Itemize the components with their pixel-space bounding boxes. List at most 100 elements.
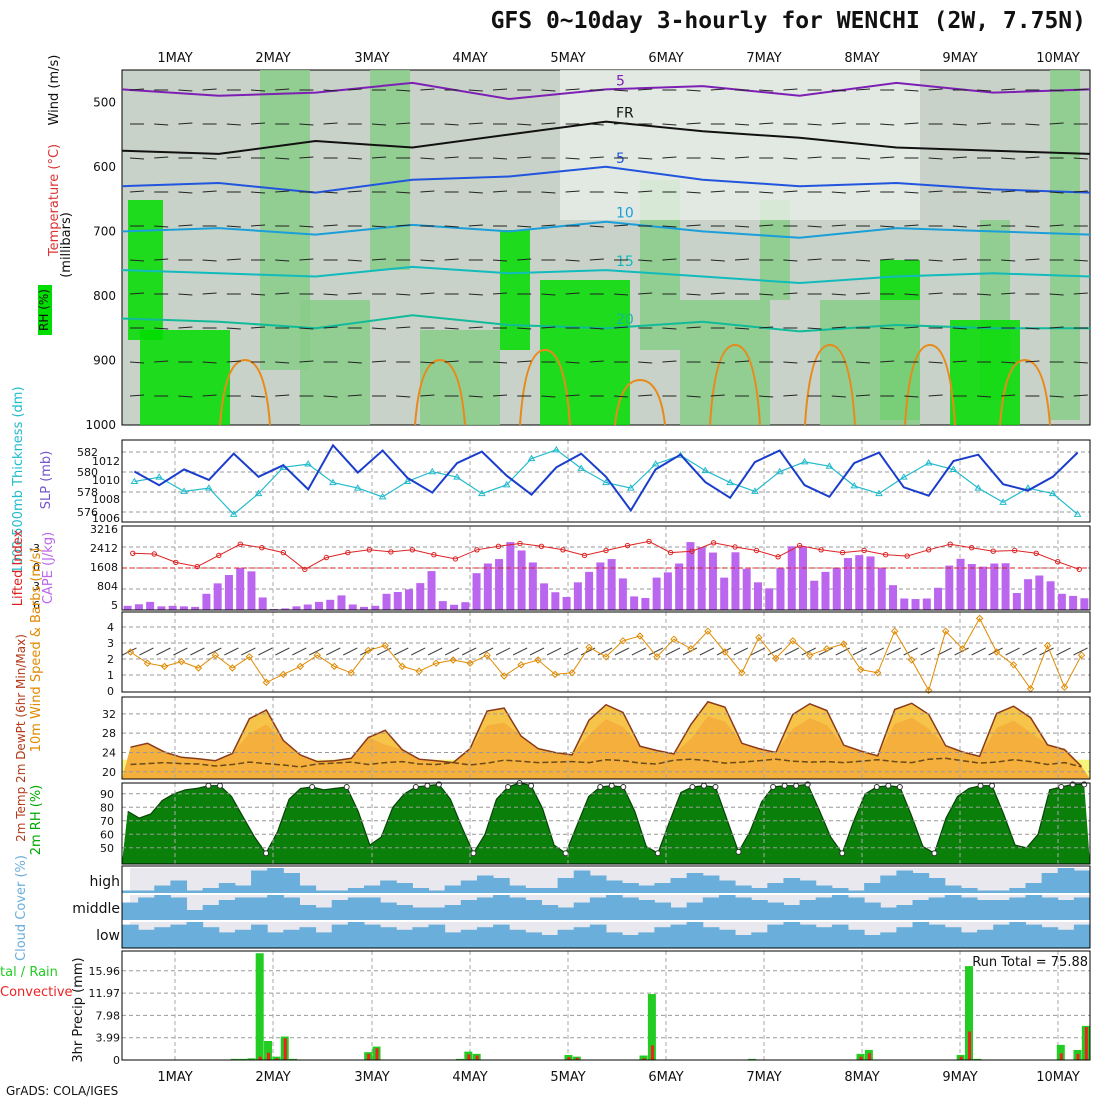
wind-barb xyxy=(759,326,774,329)
wind-barb xyxy=(928,157,943,160)
cape-bar xyxy=(202,593,211,610)
thickness-point xyxy=(204,484,213,491)
surface-wind-barb xyxy=(988,647,1003,656)
isotherm-label: 20 xyxy=(616,312,634,328)
wind-speed-point xyxy=(500,672,508,680)
wind-speed-point xyxy=(483,651,491,659)
wind-barb xyxy=(589,225,604,228)
wind-barb xyxy=(759,224,774,227)
lifted-index-point xyxy=(990,548,996,554)
lifted-index-point xyxy=(667,549,674,556)
cape-bar xyxy=(945,565,954,610)
wind-barb xyxy=(396,122,411,125)
rh-band xyxy=(122,783,1090,864)
wind-barb xyxy=(299,360,314,363)
thickness-point xyxy=(726,478,734,486)
wind-barb xyxy=(129,157,145,160)
thickness-point xyxy=(229,510,238,517)
lifted-index-point xyxy=(581,552,588,559)
wind-legend-label: Wind (m/s) xyxy=(47,55,62,126)
surface-wind-barb xyxy=(920,647,935,656)
cloud-cell xyxy=(573,870,591,893)
wind-barb xyxy=(710,394,725,397)
cloud-cell xyxy=(735,935,752,948)
wind-barb xyxy=(226,327,241,330)
cape-bar xyxy=(179,606,188,610)
convective-bar xyxy=(650,1045,654,1060)
wind-barb xyxy=(638,394,653,397)
wind-speed-point xyxy=(262,678,271,687)
cloud-cell xyxy=(218,900,236,920)
cloud-cell xyxy=(993,924,1010,948)
cloud-cell xyxy=(541,935,559,948)
cape-bar xyxy=(224,575,233,610)
wind-barb xyxy=(759,191,774,194)
rh2m-point xyxy=(620,784,627,791)
cloud-cell xyxy=(654,927,672,948)
cloud-cell xyxy=(396,883,413,893)
cloud-cell xyxy=(460,929,478,948)
cloud-cell xyxy=(606,932,623,948)
wind-speed-point xyxy=(924,686,933,695)
top-day-tick: 3MAY xyxy=(354,51,389,66)
wind-barb xyxy=(202,292,217,295)
wind-barb xyxy=(565,361,580,364)
rh2m-line xyxy=(127,782,1085,855)
wind-barb xyxy=(589,123,604,126)
cloud-cell xyxy=(977,900,994,920)
rh2m-point xyxy=(839,850,846,857)
slp-tick: 1008 xyxy=(92,493,120,506)
wind-barb xyxy=(976,326,992,329)
thickness-tick: 576 xyxy=(77,506,98,519)
bottom-day-tick: 8MAY xyxy=(844,1070,879,1085)
bottom-day-tick: 2MAY xyxy=(255,1070,290,1085)
wind-barb xyxy=(420,292,435,295)
surface-wind-barb xyxy=(631,647,647,656)
convective-bar xyxy=(575,1057,579,1060)
isotherm-line xyxy=(121,165,1091,194)
precip-bar xyxy=(965,966,973,1060)
wind-barb xyxy=(1073,190,1088,193)
wind-barb xyxy=(444,258,459,261)
thickness-panel-frame xyxy=(121,439,1091,523)
cloud-cell xyxy=(412,907,430,920)
cloud-cell xyxy=(1057,900,1075,920)
cloud-cell xyxy=(1009,922,1026,948)
isotherm-label: 10 xyxy=(616,206,634,222)
cloud-cell xyxy=(1073,870,1091,893)
cape-bar xyxy=(1069,595,1078,610)
wind-barb xyxy=(129,259,145,262)
cloud-cell xyxy=(944,885,962,893)
isotherm-line xyxy=(121,265,1091,285)
wind-barb xyxy=(154,360,169,363)
lifted-index-point xyxy=(624,542,631,549)
slp-tick: 1010 xyxy=(92,474,120,487)
rh2m-point xyxy=(793,782,800,789)
wind-barb xyxy=(686,191,701,194)
wind-barb xyxy=(444,156,459,159)
surface-wind-barb xyxy=(784,647,800,656)
precip-tick: 3.99 xyxy=(96,1032,121,1045)
cape-bar xyxy=(630,596,639,610)
cloud-cell xyxy=(622,935,639,948)
wind-speed-point xyxy=(823,645,831,653)
wind-barb xyxy=(686,395,701,398)
cloud-cell xyxy=(1041,897,1059,920)
precip-conv-label: Convective xyxy=(0,985,73,1000)
convective-bar xyxy=(275,1058,279,1060)
cloud-cell xyxy=(1009,888,1026,893)
wind-barb xyxy=(299,258,314,261)
wind-barb xyxy=(250,395,266,398)
wind-barb xyxy=(952,156,967,159)
wind-barb xyxy=(323,122,338,125)
cloud-cell xyxy=(799,900,817,920)
rh2m-point xyxy=(712,784,719,791)
cape-bar xyxy=(1012,593,1021,610)
wind-barb xyxy=(855,361,871,364)
surface-wind-barb xyxy=(495,647,511,656)
cloud-cell xyxy=(347,922,365,948)
surface-wind-barb xyxy=(478,647,494,656)
cloud-cell xyxy=(315,890,333,893)
wind-barb xyxy=(710,259,725,262)
wind-barb xyxy=(347,88,362,91)
